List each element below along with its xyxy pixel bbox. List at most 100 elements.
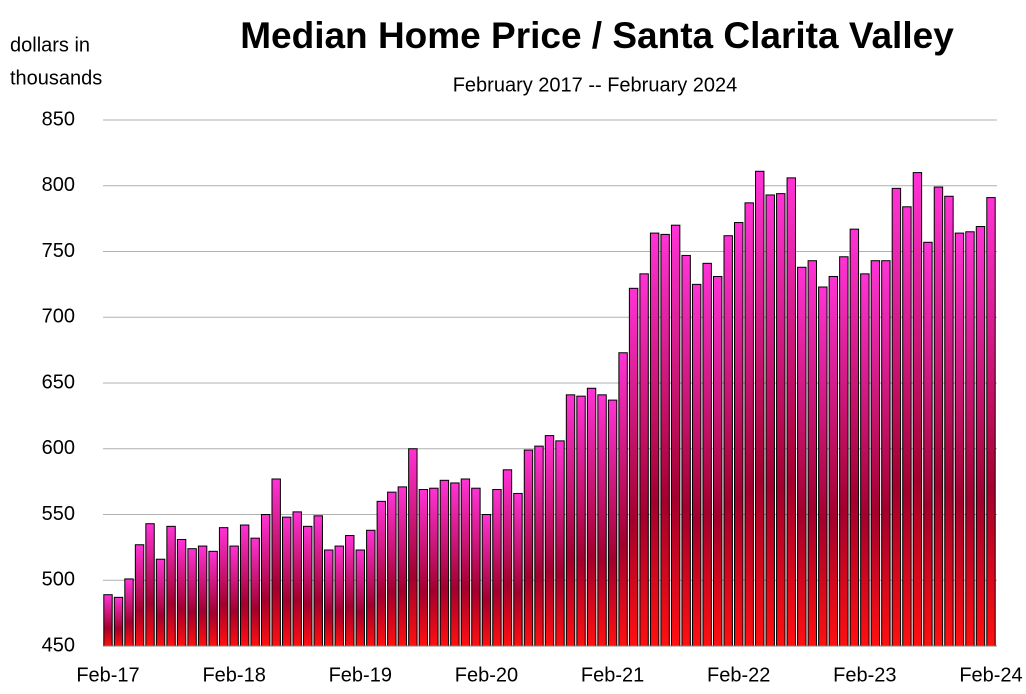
chart-title: Median Home Price / Santa Clarita Valley (240, 15, 954, 56)
bar (103, 594, 113, 647)
bar (134, 544, 145, 647)
y-tick-label: 800 (42, 174, 75, 196)
bar (628, 287, 639, 647)
bar (818, 286, 828, 647)
bar (313, 515, 323, 647)
bar (586, 387, 597, 647)
bar (155, 558, 166, 647)
bar (397, 486, 408, 647)
bar (492, 489, 502, 647)
bar (260, 514, 271, 647)
bar (891, 187, 902, 647)
bar (986, 197, 996, 647)
bar (576, 395, 586, 647)
bar (944, 195, 954, 647)
y-tick-label: 700 (42, 306, 75, 328)
y-axis-label: dollars in (10, 34, 90, 56)
y-tick-label: 850 (42, 108, 75, 130)
x-tick-label: Feb-20 (455, 664, 518, 686)
bar (670, 224, 681, 647)
bar (345, 535, 355, 647)
bar (523, 449, 534, 647)
bar (292, 511, 302, 647)
bar (849, 228, 860, 647)
bar (534, 445, 544, 647)
bar (975, 226, 986, 647)
bar (197, 545, 208, 647)
bar (471, 487, 481, 647)
bar (933, 186, 944, 647)
y-tick-label: 600 (42, 437, 75, 459)
bar (723, 235, 733, 647)
bar (250, 537, 260, 647)
bar (912, 172, 923, 647)
y-tick-label: 450 (42, 634, 75, 656)
bar (828, 275, 839, 647)
bar (324, 549, 334, 647)
bar (734, 222, 744, 647)
bar (113, 596, 124, 647)
x-tick-label: Feb-18 (202, 664, 265, 686)
bar (797, 266, 807, 647)
bar (176, 538, 187, 647)
x-tick-label: Feb-24 (959, 664, 1022, 686)
bar (271, 478, 281, 647)
bar (712, 275, 723, 647)
bar (691, 283, 702, 647)
bar (513, 492, 523, 647)
bar (187, 548, 197, 647)
bar (639, 273, 649, 647)
bar (649, 232, 660, 647)
bar (439, 479, 450, 647)
bar (166, 525, 176, 647)
bar (355, 549, 365, 647)
bar (618, 352, 628, 647)
bar (923, 241, 933, 647)
bar (208, 550, 218, 647)
bar (902, 206, 912, 647)
x-tick-label: Feb-19 (329, 664, 392, 686)
bar (408, 448, 418, 647)
bar (366, 529, 376, 647)
bar (755, 170, 765, 647)
bar (303, 525, 313, 647)
bar (660, 233, 670, 647)
bar (702, 262, 712, 647)
x-tick-label: Feb-17 (76, 664, 139, 686)
chart-subtitle: February 2017 -- February 2024 (453, 74, 738, 96)
bar (481, 514, 492, 647)
bar (839, 256, 849, 647)
y-axis-label: thousands (10, 67, 102, 89)
bar (544, 435, 555, 647)
bar (229, 545, 239, 647)
bar (145, 523, 155, 647)
bar (334, 545, 344, 647)
bar (807, 260, 818, 647)
x-tick-label: Feb-23 (833, 664, 896, 686)
bar (239, 524, 250, 647)
bar (765, 194, 775, 647)
bar (429, 487, 439, 647)
y-tick-label: 750 (42, 240, 75, 262)
bar (965, 231, 975, 647)
bar (502, 469, 513, 647)
bar (881, 260, 891, 647)
bar (776, 193, 786, 647)
bar (387, 491, 397, 647)
bar (786, 177, 796, 647)
bar (555, 440, 565, 647)
bar (744, 202, 754, 647)
bar (597, 394, 607, 647)
bar (450, 482, 460, 647)
x-tick-label: Feb-21 (581, 664, 644, 686)
bar (218, 527, 229, 647)
bar (418, 489, 429, 647)
bar (565, 394, 576, 647)
bar (460, 478, 471, 647)
bar (281, 516, 292, 647)
y-tick-label: 650 (42, 371, 75, 393)
bar (607, 399, 618, 647)
bar (860, 273, 870, 647)
y-tick-label: 550 (42, 503, 75, 525)
